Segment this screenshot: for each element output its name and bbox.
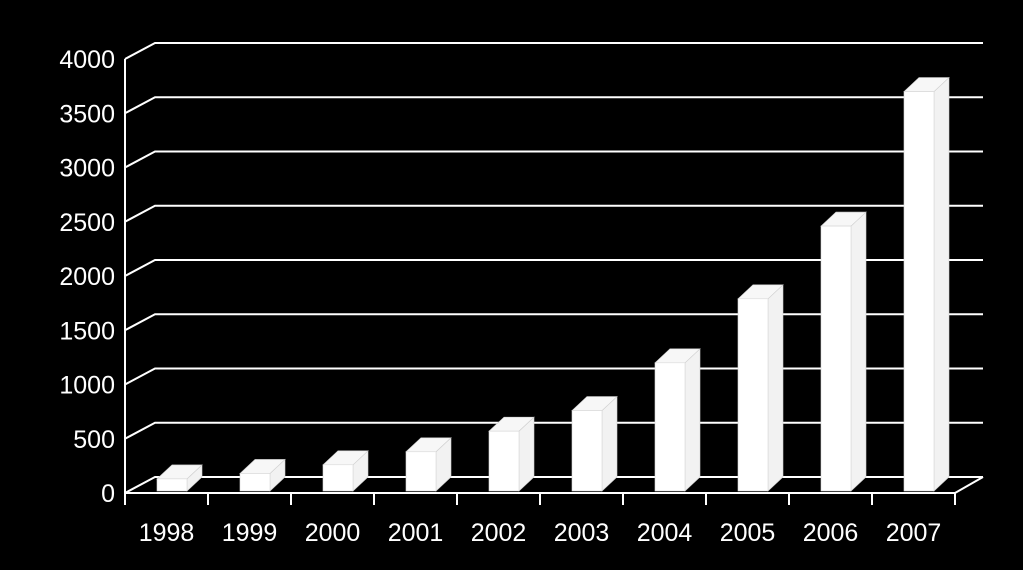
bar [322, 450, 369, 492]
bar-front [654, 362, 686, 492]
x-tick-labels: 1998 1999 2000 2001 2002 2003 2004 2005 2006 2007 [139, 519, 942, 547]
bar [571, 395, 618, 492]
bar-side [767, 284, 784, 492]
y-tick-label: 1000 [59, 372, 115, 400]
bar-front [571, 410, 603, 492]
x-tick-label: 2007 [886, 519, 942, 547]
x-tick-label: 1999 [222, 519, 278, 547]
gridline [124, 476, 983, 494]
bar-front [405, 451, 437, 492]
bar [239, 458, 286, 492]
bar-side [850, 211, 867, 492]
bar-side [601, 395, 618, 492]
x-tick-label: 2002 [471, 519, 527, 547]
x-tick-label: 2003 [554, 519, 610, 547]
y-tick-label: 3000 [59, 155, 115, 183]
bar-side [684, 348, 701, 492]
gridline [124, 42, 983, 60]
gridlines [124, 42, 983, 494]
y-tick-label: 4000 [59, 46, 115, 74]
y-tick-labels: 0 500 1000 1500 2000 2500 3000 3500 4000 [59, 46, 115, 508]
bar [405, 437, 452, 492]
gridline [124, 259, 983, 277]
bar-front [322, 464, 354, 492]
y-tick-label: 1500 [59, 317, 115, 345]
x-tick-label: 2005 [720, 519, 776, 547]
bar-front [239, 473, 271, 492]
bar-front [488, 430, 520, 492]
bar-front [156, 478, 188, 492]
x-tick-label: 2000 [305, 519, 361, 547]
bar-front [820, 225, 852, 492]
gridline [124, 204, 983, 223]
y-tick-label: 2000 [59, 263, 115, 291]
y-tick-label: 0 [101, 480, 115, 508]
gridline [124, 421, 983, 440]
gridline [124, 367, 983, 386]
x-tick-label: 2001 [388, 519, 444, 547]
y-tick-label: 500 [73, 426, 115, 454]
bar-side [933, 76, 950, 492]
y-tick-label: 2500 [59, 209, 115, 237]
bar [654, 348, 701, 492]
bar [156, 464, 203, 492]
bar [737, 284, 784, 492]
x-tick-label: 2004 [637, 519, 693, 547]
gridline [124, 313, 983, 332]
gridline [124, 150, 983, 169]
x-tick-label: 1998 [139, 519, 195, 547]
x-tick-label: 2006 [803, 519, 859, 547]
bar-front [903, 91, 935, 492]
bar-front [737, 298, 769, 492]
bar [488, 416, 535, 492]
y-tick-label: 3500 [59, 100, 115, 128]
bars [156, 76, 950, 492]
axes [124, 59, 984, 505]
bar [903, 76, 950, 492]
gridline [124, 96, 983, 115]
bar [820, 211, 867, 492]
